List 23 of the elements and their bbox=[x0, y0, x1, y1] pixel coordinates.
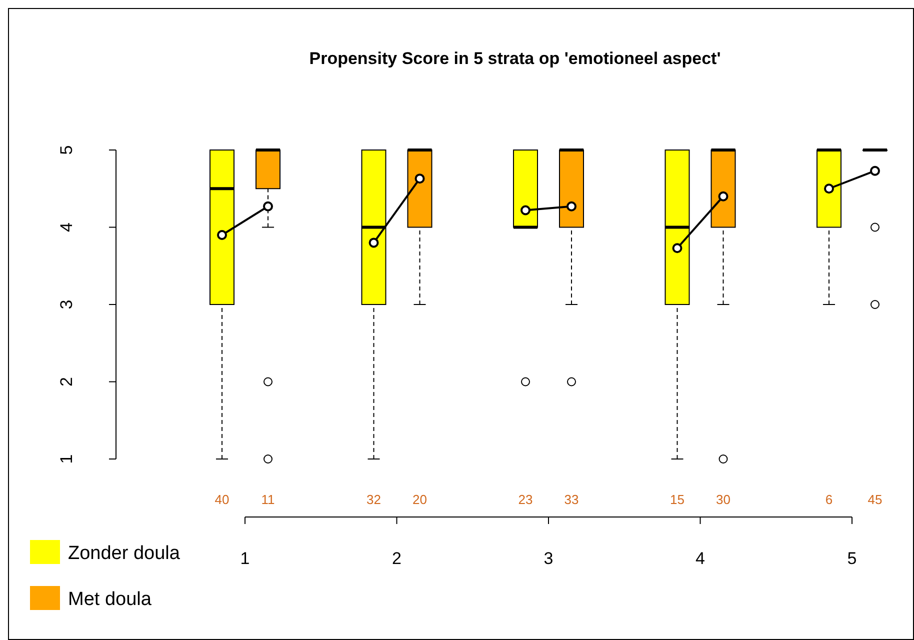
y-tick-label: 1 bbox=[57, 454, 76, 464]
y-tick-label: 2 bbox=[57, 377, 76, 386]
y-tick-label: 3 bbox=[57, 300, 76, 310]
text: 33 bbox=[564, 492, 579, 507]
text: 15 bbox=[670, 492, 684, 507]
x-tick-label: 5 bbox=[847, 549, 857, 568]
text: 20 bbox=[412, 492, 427, 507]
y-tick-label: 4 bbox=[57, 222, 76, 232]
x-tick-label: 4 bbox=[696, 549, 705, 568]
legend-label: Zonder doula bbox=[68, 543, 180, 564]
y-tick-label: 5 bbox=[57, 145, 76, 155]
text: 6 bbox=[825, 492, 833, 507]
x-tick-label: 1 bbox=[240, 549, 250, 568]
text: 30 bbox=[716, 492, 730, 507]
x-tick-label: 3 bbox=[544, 549, 554, 568]
x-tick-label: 2 bbox=[392, 549, 402, 568]
legend-label: Met doula bbox=[68, 589, 152, 610]
text: 23 bbox=[518, 492, 533, 507]
chart-title: Propensity Score in 5 strata op 'emotioneel aspect' bbox=[309, 49, 721, 68]
text: 32 bbox=[366, 492, 381, 507]
text: 45 bbox=[868, 492, 882, 507]
text: 40 bbox=[214, 492, 230, 507]
text: 11 bbox=[261, 492, 275, 507]
